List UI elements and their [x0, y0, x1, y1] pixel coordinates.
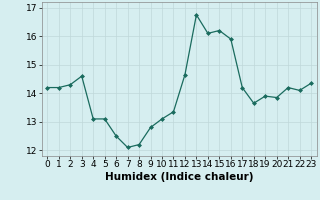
- X-axis label: Humidex (Indice chaleur): Humidex (Indice chaleur): [105, 172, 253, 182]
